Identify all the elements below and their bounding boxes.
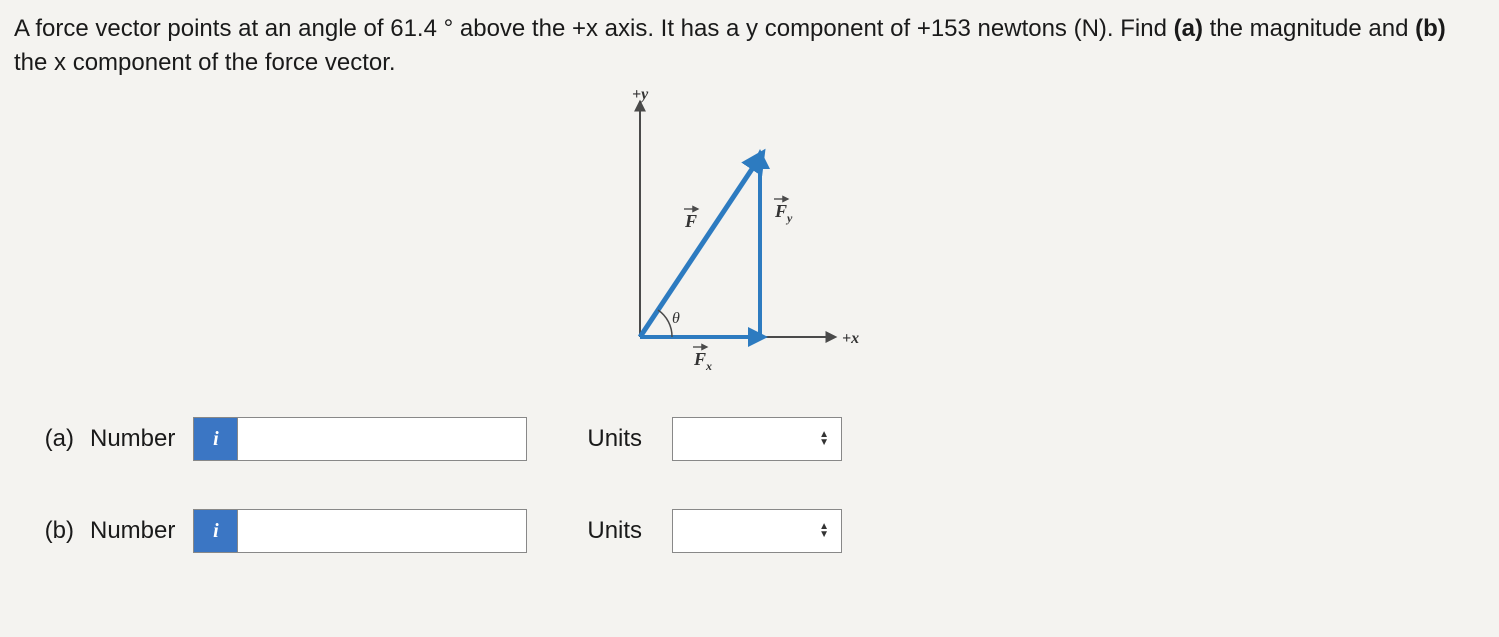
part-a-label: (a) bbox=[14, 425, 74, 453]
question-text: A force vector points at an angle of 61.… bbox=[14, 12, 1485, 79]
x-axis-label: +x bbox=[842, 330, 859, 347]
f-label-group: F bbox=[684, 209, 698, 231]
number-input-b[interactable] bbox=[237, 509, 527, 553]
part-b-label: (b) bbox=[14, 517, 74, 545]
answers-section: (a) Number i Units ▲▼ (b) Number i Units… bbox=[14, 417, 1485, 553]
number-input-group-a: i bbox=[193, 417, 527, 461]
angle-label: θ bbox=[672, 310, 680, 327]
fx-label: Fx bbox=[693, 349, 712, 373]
info-icon[interactable]: i bbox=[193, 509, 237, 553]
number-input-a[interactable] bbox=[237, 417, 527, 461]
fy-label: Fy bbox=[774, 201, 793, 225]
spinner-icon: ▲▼ bbox=[819, 431, 829, 447]
units-select-a[interactable]: ▲▼ bbox=[672, 417, 842, 461]
units-label-b: Units bbox=[587, 517, 642, 545]
spinner-icon: ▲▼ bbox=[819, 523, 829, 539]
answer-row-a: (a) Number i Units ▲▼ bbox=[14, 417, 1485, 461]
q-seg-0: A force vector points at an angle of 61.… bbox=[14, 15, 1174, 42]
q-seg-4: the x component of the force vector. bbox=[14, 49, 396, 76]
number-label-b: Number bbox=[90, 517, 175, 545]
units-label-a: Units bbox=[587, 425, 642, 453]
fx-label-group: Fx bbox=[693, 347, 712, 373]
info-icon[interactable]: i bbox=[193, 417, 237, 461]
number-input-group-b: i bbox=[193, 509, 527, 553]
f-label: F bbox=[684, 211, 697, 231]
y-axis-label: +y bbox=[632, 87, 649, 103]
angle-arc bbox=[658, 310, 672, 337]
units-select-b[interactable]: ▲▼ bbox=[672, 509, 842, 553]
q-seg-2: the magnitude and bbox=[1203, 15, 1415, 42]
number-label-a: Number bbox=[90, 425, 175, 453]
vector-diagram: +y +x θ F Fy Fx bbox=[610, 87, 890, 377]
q-seg-3: (b) bbox=[1415, 15, 1446, 42]
answer-row-b: (b) Number i Units ▲▼ bbox=[14, 509, 1485, 553]
fy-label-group: Fy bbox=[774, 199, 793, 225]
q-seg-1: (a) bbox=[1174, 15, 1203, 42]
